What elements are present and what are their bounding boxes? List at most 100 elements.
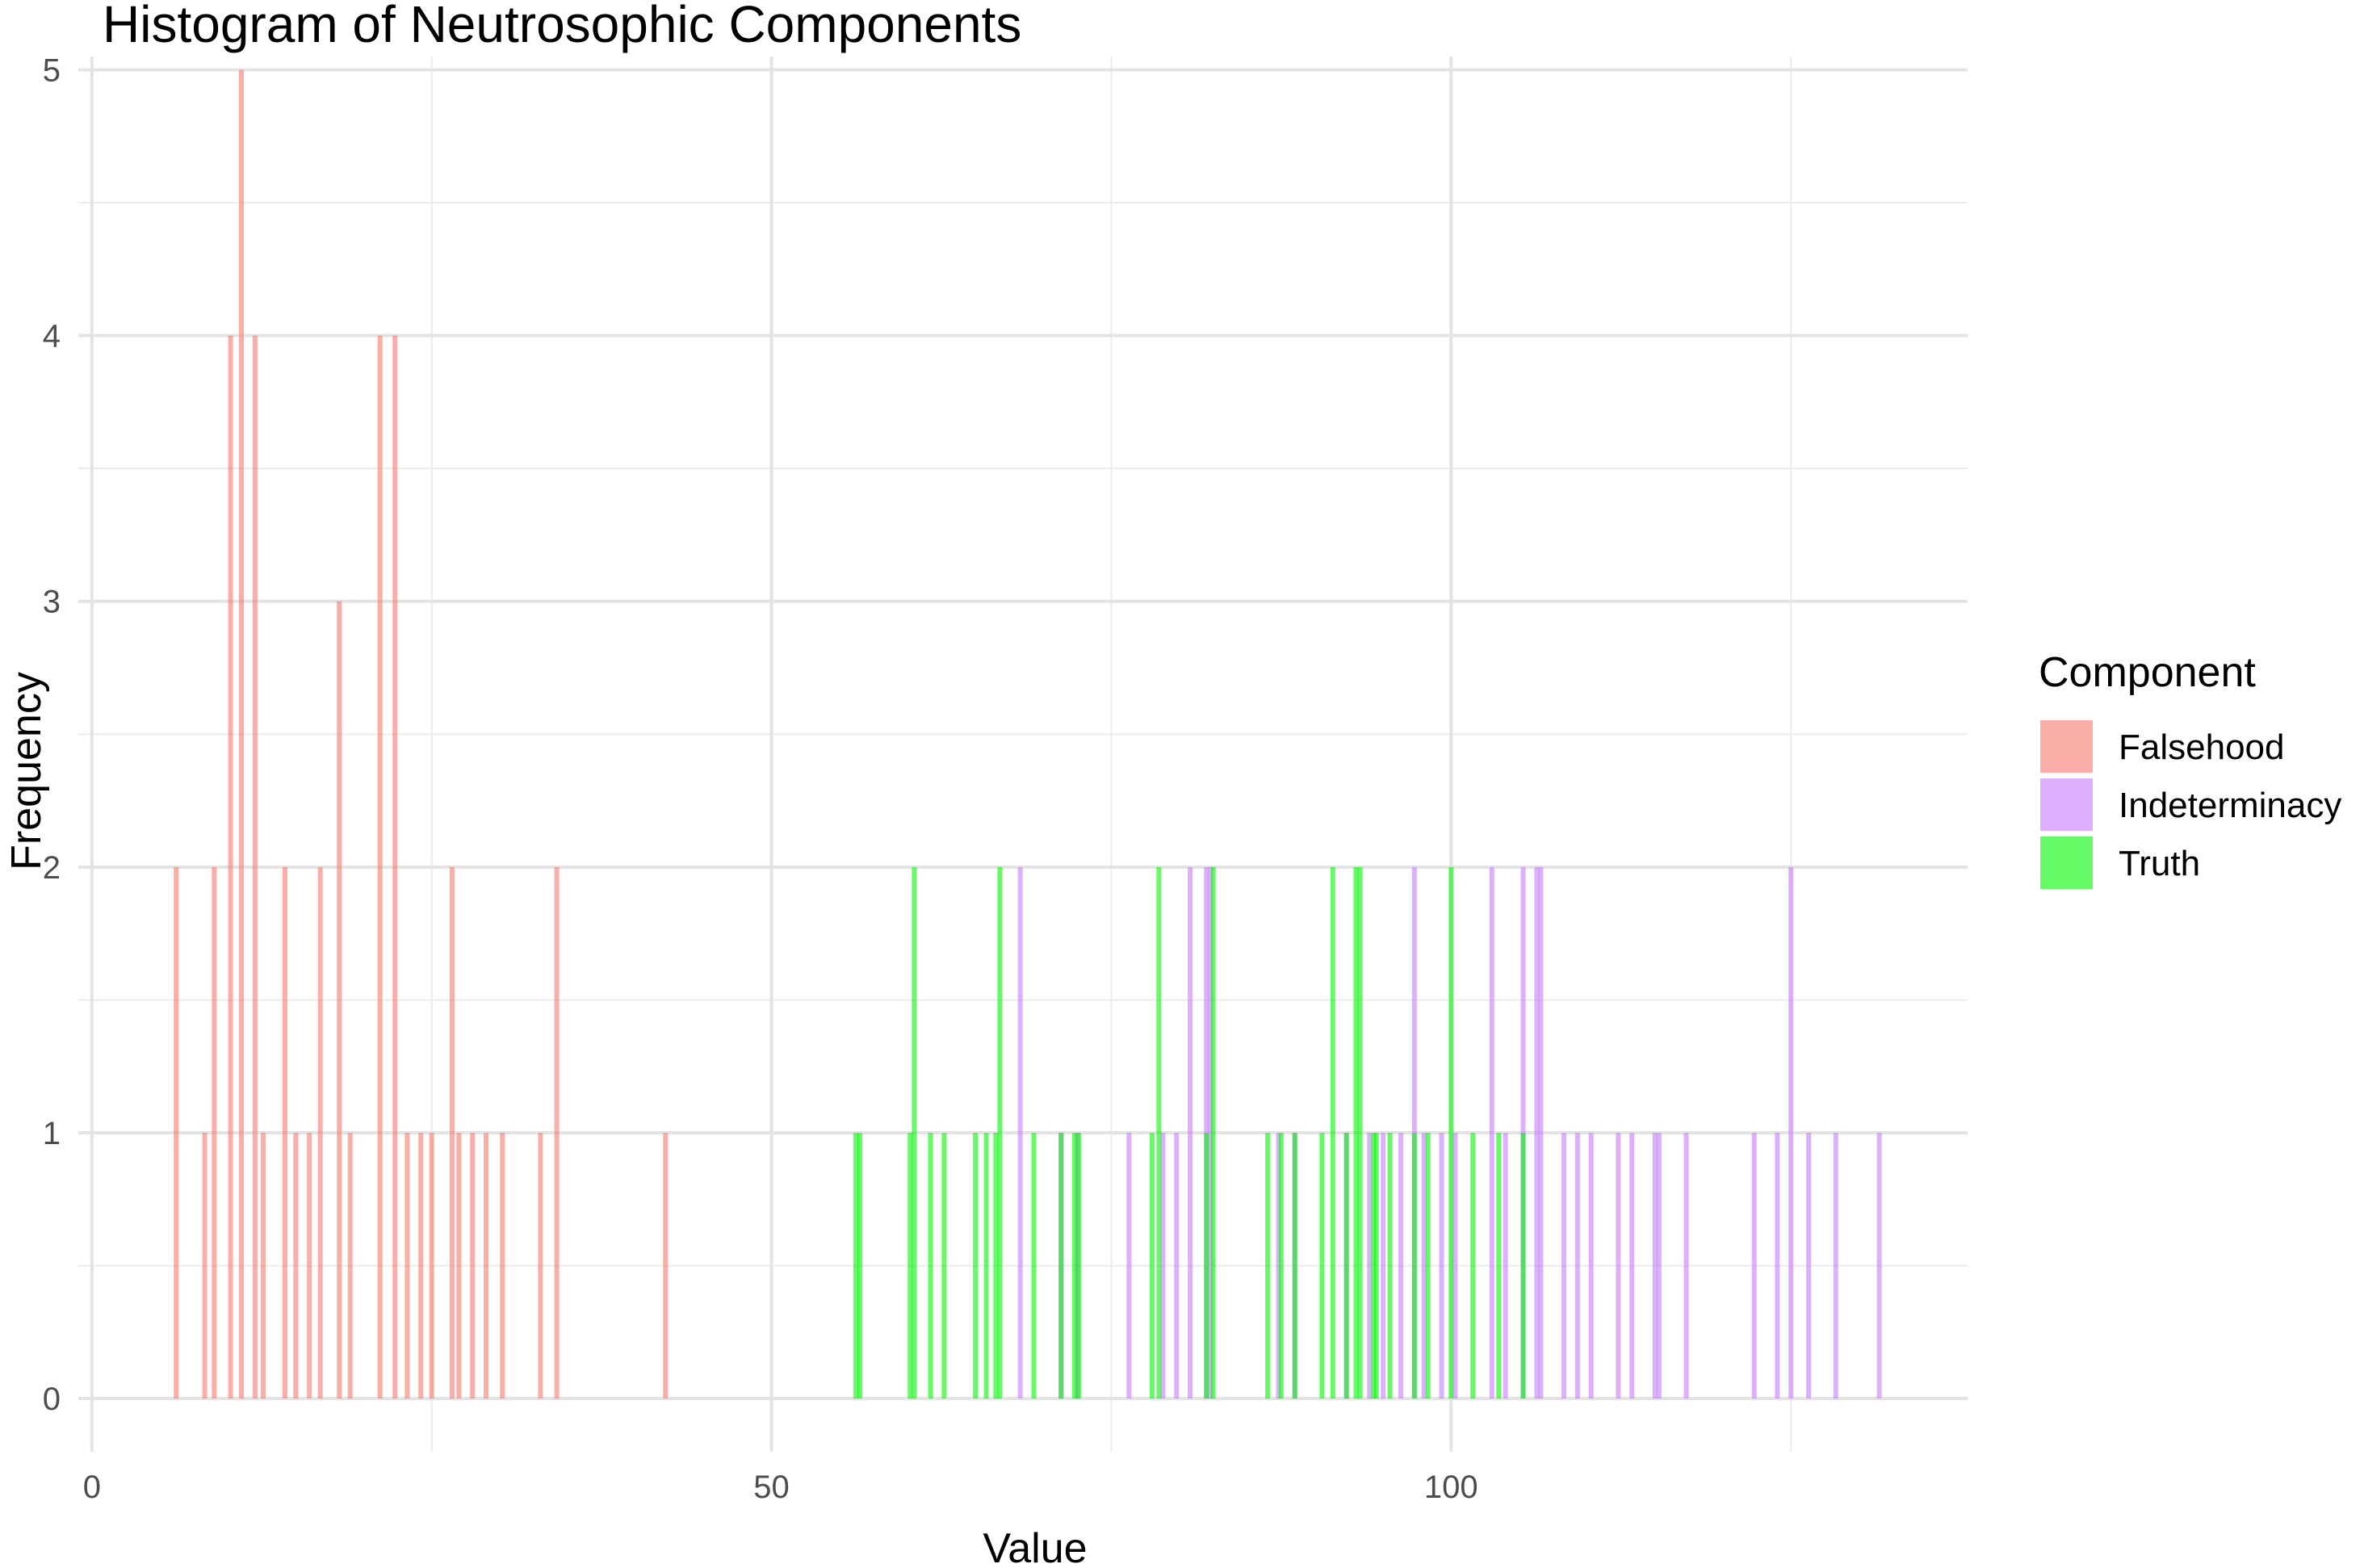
bar-falsehood	[405, 1133, 410, 1399]
bar-truth	[983, 1133, 989, 1399]
bar-truth	[1156, 866, 1162, 1399]
bar-truth	[1076, 1133, 1082, 1399]
bar-truth	[1058, 1133, 1064, 1399]
bar-falsehood	[212, 866, 217, 1399]
histogram-bars	[174, 69, 1882, 1399]
bar-indeterminacy	[1439, 1133, 1444, 1399]
bar-truth	[941, 1133, 947, 1399]
bar-indeterminacy	[1788, 866, 1794, 1399]
bar-truth	[1425, 1133, 1431, 1399]
bar-falsehood	[449, 866, 455, 1399]
bar-indeterminacy	[1126, 1133, 1132, 1399]
bar-indeterminacy	[1503, 1133, 1508, 1399]
legend-entries: Falsehood Indeterminacy Truth	[2040, 720, 2341, 889]
legend-title: Component	[2039, 649, 2256, 696]
legend-label-indeterminacy: Indeterminacy	[2119, 786, 2341, 825]
bar-truth	[1330, 866, 1335, 1399]
y-tick-label: 4	[43, 319, 61, 354]
bar-falsehood	[418, 1133, 424, 1399]
legend-label-truth: Truth	[2119, 844, 2200, 883]
bar-falsehood	[554, 866, 560, 1399]
legend: Component Falsehood Indeterminacy Truth	[2039, 649, 2341, 889]
bar-indeterminacy	[1367, 1133, 1373, 1399]
bar-falsehood	[202, 1133, 207, 1399]
y-tick-label: 0	[43, 1381, 61, 1417]
bar-indeterminacy	[1656, 1133, 1662, 1399]
bar-indeterminacy	[1751, 1133, 1757, 1399]
bar-falsehood	[293, 1133, 299, 1399]
bar-falsehood	[470, 1133, 476, 1399]
y-tick-label: 2	[43, 850, 61, 886]
bar-indeterminacy	[1174, 1133, 1180, 1399]
legend-key-truth	[2040, 836, 2093, 889]
bar-indeterminacy	[1588, 1133, 1594, 1399]
bar-indeterminacy	[1629, 1133, 1635, 1399]
legend-label-falsehood: Falsehood	[2119, 727, 2284, 767]
bar-indeterminacy	[1775, 1133, 1780, 1399]
bar-truth	[1343, 1133, 1349, 1399]
bar-falsehood	[429, 1133, 434, 1399]
bar-falsehood	[337, 601, 342, 1399]
x-tick-label: 100	[1424, 1469, 1478, 1505]
bar-falsehood	[282, 866, 287, 1399]
bar-indeterminacy	[1683, 1133, 1689, 1399]
bar-truth	[1373, 1133, 1379, 1399]
bar-indeterminacy	[1616, 1133, 1621, 1399]
y-tick-label: 5	[43, 52, 61, 88]
x-tick-label: 0	[83, 1469, 101, 1505]
bar-truth	[1265, 1133, 1271, 1399]
bar-truth	[1149, 1133, 1155, 1399]
bar-truth	[912, 866, 917, 1399]
bar-truth	[928, 1133, 933, 1399]
x-axis-label: Value	[983, 1525, 1087, 1568]
bar-indeterminacy	[1574, 1133, 1580, 1399]
x-tick-label: 50	[753, 1469, 790, 1505]
bar-falsehood	[392, 335, 398, 1399]
chart-title: Histogram of Neutrosophic Components	[103, 0, 1021, 53]
bar-truth	[997, 866, 1003, 1399]
bar-truth	[1520, 1133, 1526, 1399]
bar-indeterminacy	[1276, 1133, 1281, 1399]
bar-truth	[1411, 1133, 1417, 1399]
bar-falsehood	[500, 1133, 505, 1399]
bar-falsehood	[239, 69, 245, 1399]
bar-falsehood	[228, 335, 233, 1399]
bar-truth	[908, 1133, 913, 1399]
bar-indeterminacy	[1806, 1133, 1812, 1399]
y-tick-label: 3	[43, 585, 61, 620]
legend-key-falsehood	[2040, 720, 2093, 773]
legend-key-indeterminacy	[2040, 778, 2093, 831]
bar-falsehood	[538, 1133, 543, 1399]
y-tick-label: 1	[43, 1116, 61, 1151]
bar-indeterminacy	[1208, 866, 1214, 1399]
bar-truth	[973, 1133, 979, 1399]
bar-indeterminacy	[1833, 1133, 1838, 1399]
bar-indeterminacy	[1489, 866, 1494, 1399]
bar-indeterminacy	[1017, 866, 1023, 1399]
bar-falsehood	[260, 1133, 266, 1399]
bar-truth	[1031, 1133, 1037, 1399]
y-axis-label: Frequency	[3, 672, 50, 870]
bar-truth	[1387, 1133, 1393, 1399]
bar-truth	[853, 1133, 858, 1399]
bar-falsehood	[347, 1133, 353, 1399]
bar-falsehood	[307, 1133, 312, 1399]
bar-falsehood	[377, 335, 383, 1399]
bar-truth	[1204, 1133, 1209, 1399]
axis-ticks: 0 50 100 0 1 2 3 4 5	[43, 52, 1478, 1505]
bar-truth	[1278, 1133, 1284, 1399]
bar-truth	[1371, 1133, 1377, 1399]
bar-falsehood	[484, 1133, 489, 1399]
bar-falsehood	[317, 866, 323, 1399]
bar-truth	[1319, 1133, 1325, 1399]
bar-indeterminacy	[1652, 1133, 1658, 1399]
bar-falsehood	[663, 1133, 669, 1399]
bar-falsehood	[174, 866, 179, 1399]
bar-indeterminacy	[1876, 1133, 1882, 1399]
bar-truth	[1210, 866, 1216, 1399]
bar-truth	[1357, 866, 1363, 1399]
bar-indeterminacy	[1452, 1133, 1458, 1399]
bar-indeterminacy	[1421, 1133, 1427, 1399]
bar-indeterminacy	[1561, 1133, 1567, 1399]
